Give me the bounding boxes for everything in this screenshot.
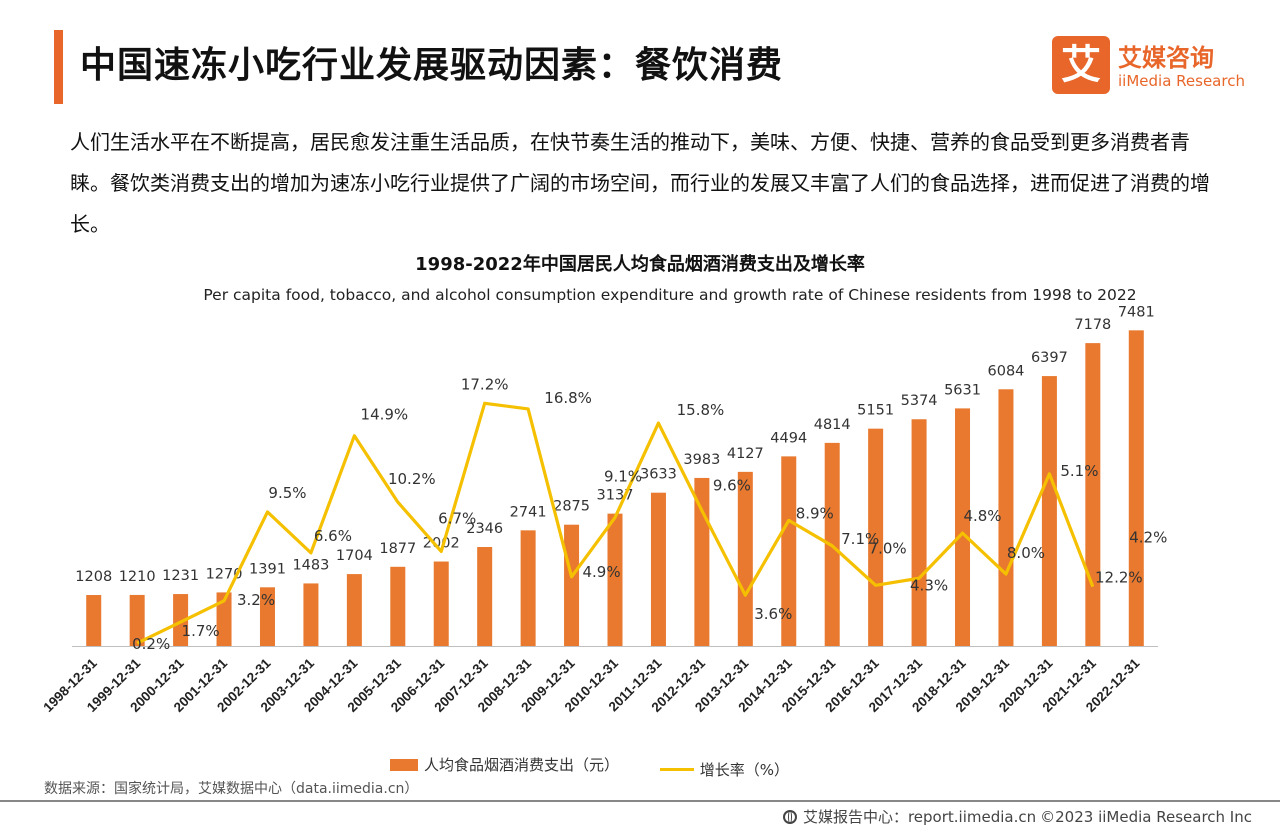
growth-rate-label: 6.7% <box>438 509 476 527</box>
chart-subtitle: Per capita food, tobacco, and alcohol co… <box>203 286 1137 304</box>
bar <box>86 595 102 646</box>
bar <box>173 594 189 646</box>
growth-rate-label: 12.2% <box>1095 569 1143 587</box>
logo-mark: 艾 <box>1052 36 1110 94</box>
bar-value-label: 2741 <box>510 504 547 520</box>
growth-rate-label: 6.6% <box>314 527 352 545</box>
bar <box>1041 376 1057 646</box>
bar <box>781 456 797 646</box>
title-accent-bar <box>54 30 63 104</box>
bar-value-label: 1483 <box>292 557 329 573</box>
globe-icon <box>782 809 797 824</box>
bar <box>259 587 275 646</box>
bar <box>1128 330 1144 646</box>
footer-copyright: ©2023 iiMedia Research Inc <box>1040 807 1252 826</box>
bar <box>216 592 232 646</box>
growth-rate-label: 16.8% <box>544 389 592 407</box>
footer: 艾媒报告中心：report.iimedia.cn ©2023 iiMedia R… <box>782 806 1256 827</box>
bar <box>390 566 406 646</box>
growth-rate-label: 9.1% <box>604 468 642 486</box>
legend-label-bar: 人均食品烟酒消费支出（元） <box>424 756 620 774</box>
bar-value-label: 6084 <box>988 363 1025 379</box>
bar-value-label: 1391 <box>249 561 286 577</box>
growth-rate-label: 10.2% <box>388 470 436 488</box>
growth-rate-label: 8.0% <box>1007 544 1045 562</box>
footer-report-center: 艾媒报告中心：report.iimedia.cn <box>802 808 1037 826</box>
bar-value-label: 1877 <box>379 541 416 557</box>
legend-swatch-bar <box>390 758 418 771</box>
bar <box>607 513 623 646</box>
growth-rate-label: 3.2% <box>237 591 275 609</box>
bar-value-label: 4494 <box>770 430 807 446</box>
growth-rate-label: 3.6% <box>754 605 792 623</box>
bar <box>129 594 145 646</box>
bar-value-label: 5151 <box>857 403 894 419</box>
growth-rate-label: 14.9% <box>361 406 409 424</box>
growth-rate-label: 7.1% <box>841 530 879 548</box>
growth-rate-label: 5.1% <box>1060 462 1098 480</box>
growth-rate-label: 4.3% <box>910 576 948 594</box>
logo-name-en: iiMedia Research <box>1118 72 1245 90</box>
bar <box>998 389 1014 646</box>
bar-value-label: 7178 <box>1074 317 1111 333</box>
bar-value-label: 4127 <box>727 446 764 462</box>
bar <box>868 428 884 646</box>
growth-rate-label: 8.9% <box>796 504 834 522</box>
bar <box>1085 343 1101 646</box>
bar <box>520 530 536 646</box>
growth-rate-label: 4.2% <box>1129 529 1167 547</box>
growth-rate-label: 15.8% <box>677 401 725 419</box>
bar-value-label: 1210 <box>119 569 156 585</box>
growth-rate-label: 9.6% <box>713 477 751 495</box>
legend-label-line: 增长率（%） <box>699 760 790 779</box>
chart-title: 1998-2022年中国居民人均食品烟酒消费支出及增长率 <box>415 254 865 275</box>
page-title: 中国速冻小吃行业发展驱动因素：餐饮消费 <box>80 45 784 86</box>
logo-name-cn: 艾媒咨询 <box>1118 44 1214 72</box>
legend-item-line: 增长率（%） <box>659 759 790 780</box>
data-source: 数据来源：国家统计局，艾媒数据中心（data.iimedia.cn） <box>44 781 419 797</box>
growth-rate-label: 17.2% <box>461 375 509 393</box>
bar-value-label: 2875 <box>553 499 590 515</box>
growth-rate-label: 0.2% <box>132 635 170 653</box>
bar-value-label: 7481 <box>1118 304 1155 320</box>
bar-value-label: 6397 <box>1031 350 1068 366</box>
bar-value-label: 5374 <box>901 393 938 409</box>
bar <box>433 561 449 646</box>
bar <box>955 408 971 646</box>
bar-value-label: 5631 <box>944 382 981 398</box>
growth-rate-label: 9.5% <box>268 484 306 502</box>
brand-logo: 艾 艾媒咨询 iiMedia Research <box>1052 36 1262 100</box>
growth-rate-label: 1.7% <box>182 622 220 640</box>
legend-swatch-line <box>659 767 694 771</box>
bar-value-label: 1208 <box>75 569 112 585</box>
bar <box>303 583 319 646</box>
bar <box>911 419 927 646</box>
footer-divider <box>0 800 1280 802</box>
bar-value-label: 1231 <box>162 568 199 584</box>
bar <box>477 547 493 646</box>
bar <box>650 492 666 646</box>
bar-value-label: 3983 <box>683 452 720 468</box>
chart-legend: 人均食品烟酒消费支出（元） 增长率（%） <box>390 754 825 779</box>
bar <box>346 574 362 646</box>
bar-value-label: 3633 <box>640 467 677 483</box>
growth-rate-label: 4.8% <box>963 507 1001 525</box>
growth-rate-label: 4.9% <box>583 563 621 581</box>
growth-rate-label: 7.0% <box>869 539 907 557</box>
bar <box>737 471 753 646</box>
bar-value-label: 4814 <box>814 417 851 433</box>
intro-paragraph: 人们生活水平在不断提高，居民愈发注重生活品质，在快节奏生活的推动下，美味、方便、… <box>70 130 1210 236</box>
legend-item-bar: 人均食品烟酒消费支出（元） <box>390 754 619 775</box>
bar-value-label: 2346 <box>466 521 503 537</box>
bar-value-label: 1704 <box>336 548 373 564</box>
growth-rate-line <box>136 401 1095 645</box>
bar <box>564 524 580 646</box>
